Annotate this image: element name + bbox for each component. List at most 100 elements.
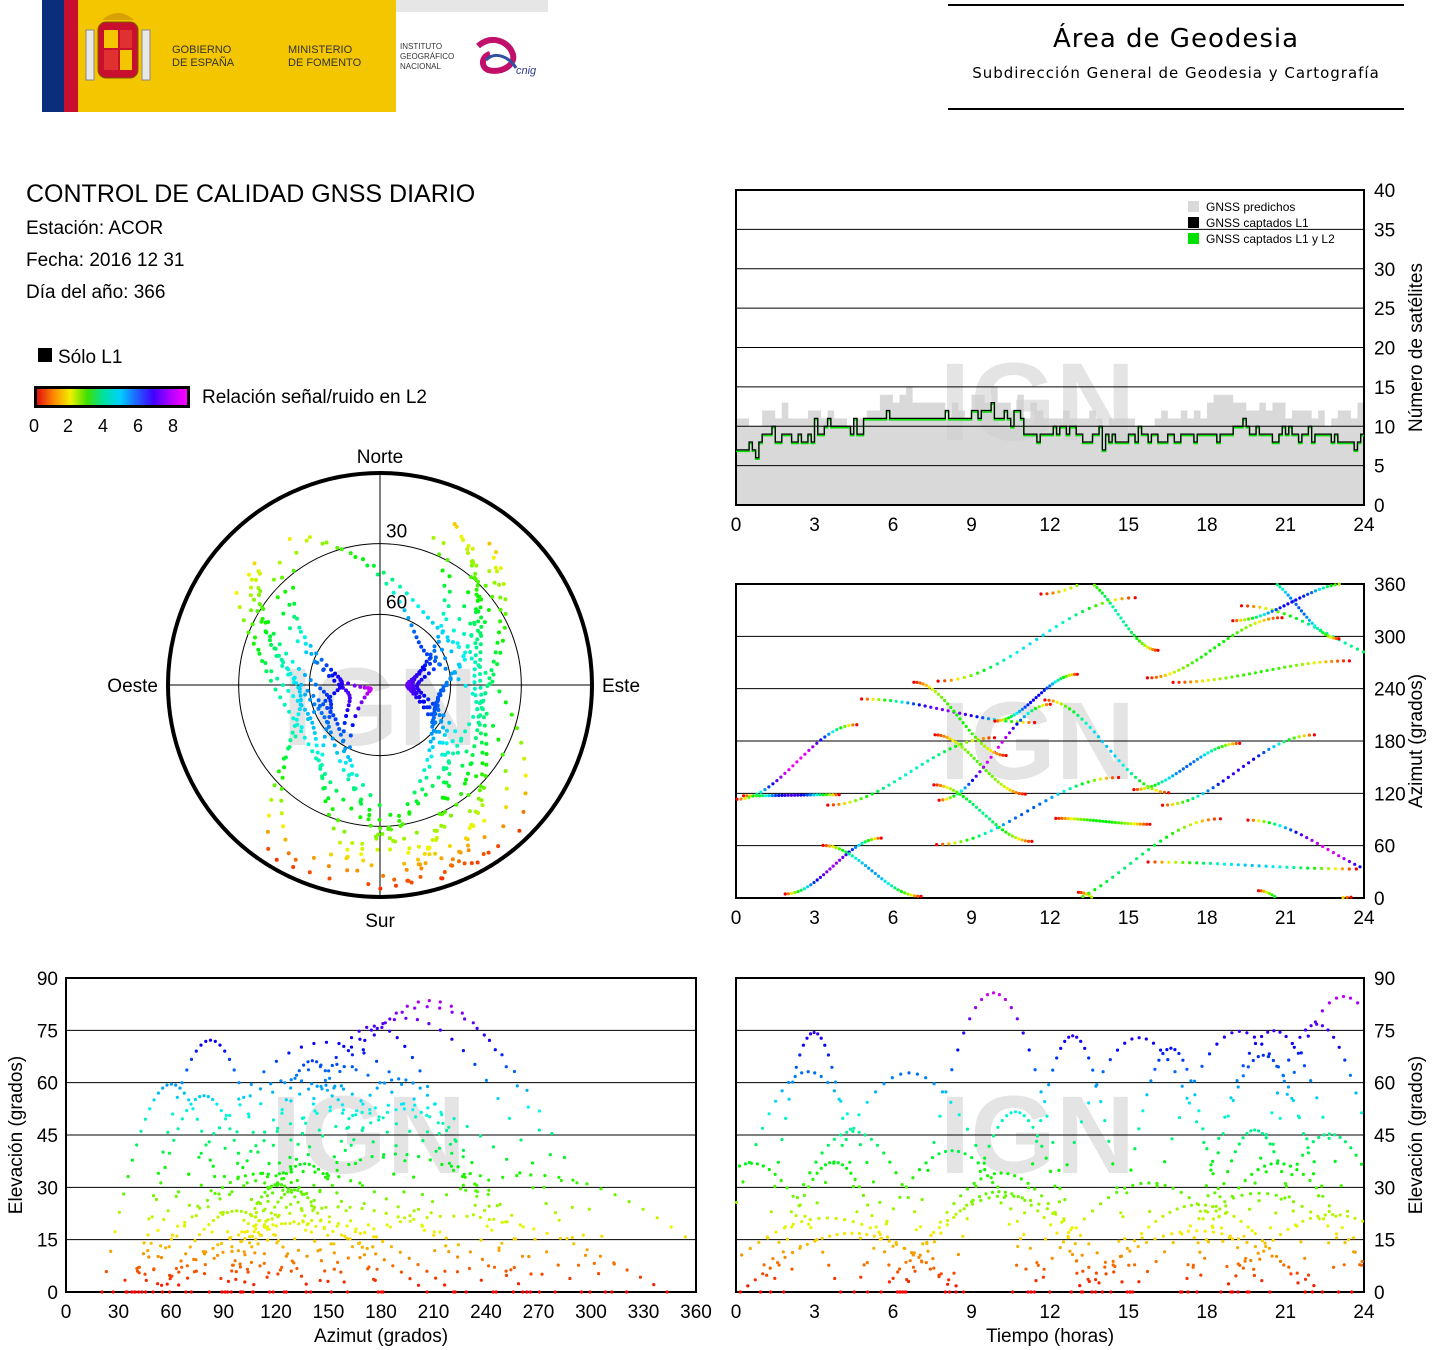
track-point <box>974 1006 978 1010</box>
track-point <box>748 1246 752 1251</box>
track-point <box>1061 620 1065 625</box>
track-point <box>266 1238 270 1242</box>
track-point <box>1315 1096 1319 1100</box>
track-point <box>1116 821 1121 825</box>
track-point <box>972 1181 976 1185</box>
track-point <box>794 1214 798 1218</box>
track-point <box>462 632 467 636</box>
track-point <box>1318 629 1322 633</box>
track-point <box>960 745 964 749</box>
y-tick-label: 75 <box>1374 1021 1395 1042</box>
track-point <box>192 1270 197 1274</box>
track-point <box>465 1124 469 1129</box>
track-point <box>236 1249 240 1253</box>
track-point <box>1126 821 1130 826</box>
track-point <box>1257 754 1261 758</box>
track-point <box>276 1200 280 1204</box>
track-point <box>321 1172 325 1176</box>
track-point <box>148 1107 152 1111</box>
track-point <box>1181 800 1185 804</box>
track-point <box>431 667 436 672</box>
min-line2: DE FOMENTO <box>288 57 362 69</box>
x-axis-label: Azimut (grados) <box>314 1326 448 1347</box>
track-point <box>1236 863 1240 867</box>
track-point <box>404 591 409 596</box>
track-point <box>428 661 432 666</box>
track-point <box>1189 1079 1193 1083</box>
track-point <box>1008 654 1013 659</box>
track-point <box>137 1290 141 1294</box>
track-point <box>443 796 448 801</box>
track-point <box>1225 1264 1229 1269</box>
track-point <box>1103 1265 1107 1269</box>
track-point <box>497 1248 501 1252</box>
track-point <box>353 714 358 719</box>
x-tick-label: 0 <box>731 908 742 929</box>
x-tick-label: 360 <box>680 1302 712 1323</box>
track-point <box>1003 997 1008 1002</box>
track-point <box>1260 1279 1264 1283</box>
track-point <box>1260 1239 1264 1243</box>
track-point <box>1270 609 1274 613</box>
track-point <box>483 583 488 588</box>
track-point <box>391 838 396 843</box>
track-point <box>183 1220 187 1224</box>
track-point <box>298 693 303 698</box>
track-point <box>436 695 440 700</box>
track-point <box>381 1239 385 1244</box>
track-point <box>850 1231 854 1235</box>
track-point <box>306 1222 310 1226</box>
track-point <box>130 1158 134 1162</box>
track-point <box>466 544 471 548</box>
track-point <box>339 1084 343 1088</box>
track-point <box>1147 1181 1151 1185</box>
track-point <box>963 786 967 790</box>
track-point <box>1345 895 1349 899</box>
track-point <box>305 711 310 716</box>
track-point <box>509 1268 513 1272</box>
track-point <box>821 793 825 797</box>
track-point <box>1250 1172 1254 1176</box>
track-point <box>790 1225 794 1229</box>
track-point <box>434 835 439 840</box>
track-point <box>1045 1207 1049 1211</box>
track-point <box>365 563 370 568</box>
track-point <box>478 631 483 636</box>
track-point <box>237 1097 241 1101</box>
track-point <box>1004 735 1008 740</box>
track-point <box>1009 1006 1013 1010</box>
track-point <box>227 1057 232 1061</box>
track-point <box>1216 782 1220 787</box>
track-point <box>416 604 421 609</box>
track-point <box>1087 891 1091 895</box>
track-point <box>1290 600 1294 604</box>
track-point <box>1002 1195 1006 1199</box>
track-point <box>860 841 864 846</box>
track-point <box>347 1162 351 1167</box>
track-point <box>361 858 366 863</box>
track-point <box>1079 890 1083 895</box>
track-point <box>366 1267 370 1271</box>
track-point <box>1167 776 1171 780</box>
track-point <box>935 783 939 787</box>
track-point <box>1159 839 1163 843</box>
track-point <box>467 722 472 727</box>
track-point <box>1294 616 1298 621</box>
track-point <box>1107 1139 1111 1143</box>
track-point <box>774 1099 778 1103</box>
track-point <box>957 1149 961 1154</box>
track-point <box>277 1213 281 1217</box>
track-point <box>826 1143 830 1147</box>
track-point <box>491 723 495 728</box>
track-point <box>1198 1209 1202 1213</box>
track-point <box>443 752 448 757</box>
track-point <box>1342 1263 1346 1267</box>
track-point <box>331 826 336 831</box>
track-point <box>1352 1250 1356 1254</box>
track-point <box>438 1230 442 1234</box>
track-point <box>336 1205 340 1209</box>
track-point <box>1242 1234 1246 1238</box>
track-point <box>1066 1234 1070 1238</box>
track-point <box>777 1240 781 1244</box>
track-point <box>928 1267 933 1271</box>
